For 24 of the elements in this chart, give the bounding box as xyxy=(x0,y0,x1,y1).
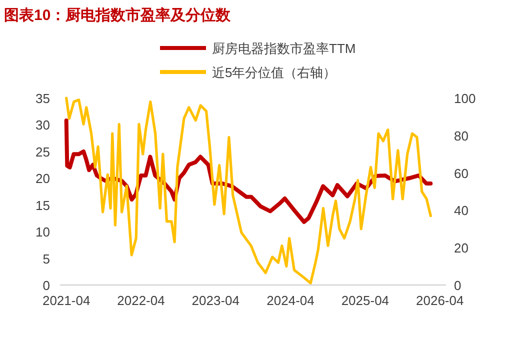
y-tick-label: 0 xyxy=(42,278,50,293)
y-tick-label: 5 xyxy=(42,251,50,266)
legend-label: 厨房电器指数市盈率TTM xyxy=(212,41,356,56)
y2-tick-label: 100 xyxy=(454,91,476,106)
y-tick-label: 35 xyxy=(36,91,50,106)
y-tick-label: 25 xyxy=(36,144,50,160)
line-series xyxy=(65,96,432,284)
y2-tick-label: 0 xyxy=(454,278,462,293)
y-tick-label: 15 xyxy=(36,198,50,213)
x-tick-label: 2022-04 xyxy=(117,293,165,308)
y2-tick-label: 60 xyxy=(454,166,468,181)
y2-tick-label: 20 xyxy=(454,240,468,256)
legend-label: 近5年分位值（右轴） xyxy=(212,65,336,80)
y-tick-label: 20 xyxy=(36,171,50,186)
y2-tick-label: 40 xyxy=(454,203,468,218)
x-tick-label: 2026-04 xyxy=(416,293,464,308)
x-tick-label: 2025-04 xyxy=(341,293,390,308)
x-tick-label: 2023-04 xyxy=(192,293,240,308)
y-tick-label: 10 xyxy=(36,224,50,240)
x-tick-label: 2024-04 xyxy=(266,293,314,308)
y-tick-label: 30 xyxy=(36,118,50,133)
chart-title: 图表10：厨电指数市盈率及分位数 xyxy=(4,6,232,24)
y2-tick-label: 80 xyxy=(454,128,468,144)
x-tick-label: 2021-04 xyxy=(42,293,90,308)
